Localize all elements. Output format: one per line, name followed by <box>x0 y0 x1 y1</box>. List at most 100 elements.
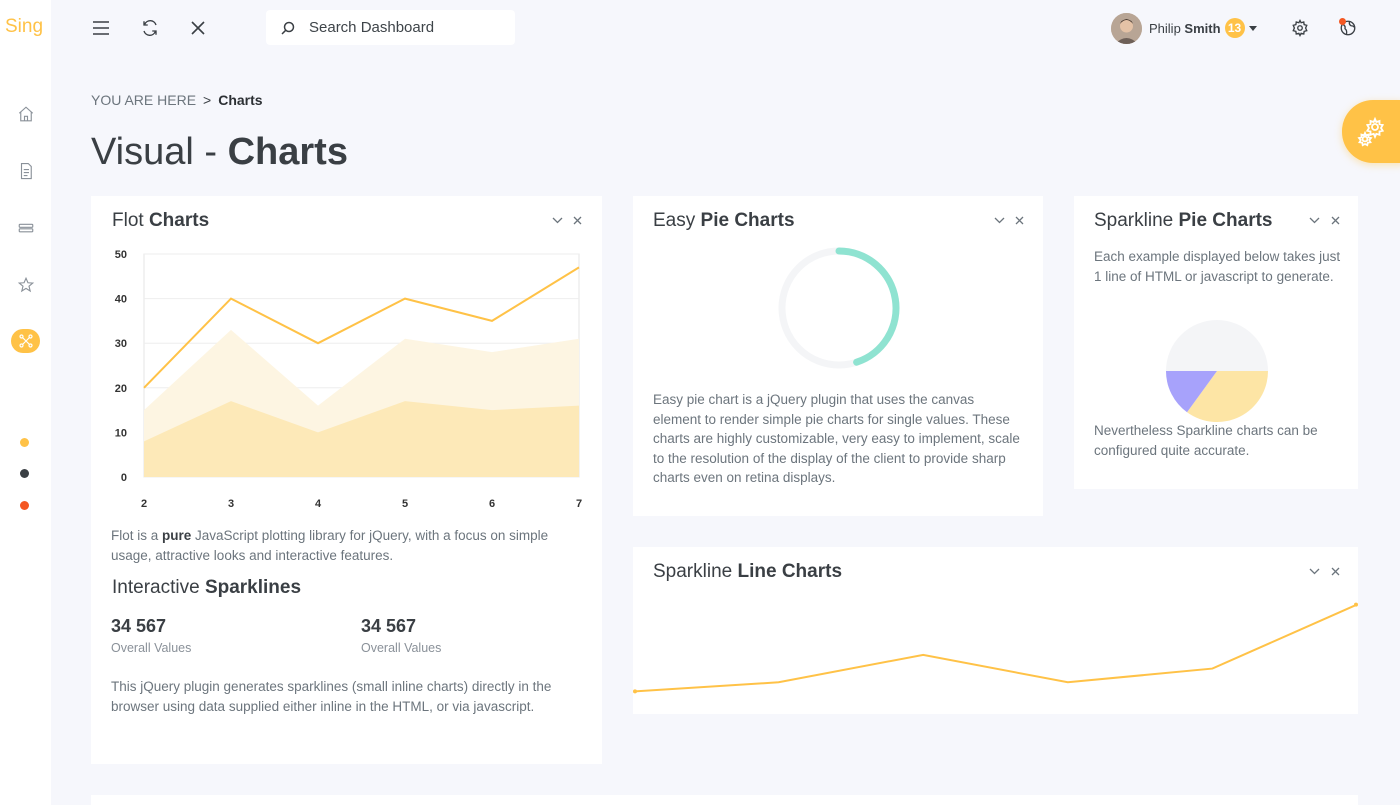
search-icon <box>281 21 295 35</box>
sparkline-pie-title-light: Sparkline <box>1094 210 1179 231</box>
sidebar-item-charts[interactable] <box>11 329 40 353</box>
status-dot-dark <box>20 469 29 478</box>
y-tick-label: 0 <box>121 472 127 484</box>
sparklines-title: Interactive Sparklines <box>112 577 301 599</box>
flot-desc-before: Flot is a <box>111 528 163 543</box>
sparkline-line-card: Sparkline Line Charts <box>633 547 1358 714</box>
pie-slice <box>1187 371 1268 422</box>
sparkline-pie-title: Sparkline Pie Charts <box>1094 210 1272 232</box>
avatar <box>1111 12 1142 44</box>
x-tick-label: 4 <box>315 498 322 510</box>
breadcrumb: YOU ARE HERE > Charts <box>91 92 263 108</box>
status-dot-yellow <box>20 438 29 447</box>
y-tick-label: 20 <box>115 383 127 395</box>
sparkline-pie-card: Sparkline Pie Charts Each example displa… <box>1074 196 1358 489</box>
close-icon <box>1015 216 1023 224</box>
collapse-button[interactable] <box>993 214 1005 226</box>
easy-pie-title-light: Easy <box>653 210 701 231</box>
refresh-icon <box>143 20 157 36</box>
x-tick-label: 3 <box>228 498 234 510</box>
x-tick-label: 7 <box>576 498 582 510</box>
y-tick-label: 10 <box>115 427 127 439</box>
sparklines-title-bold: Sparklines <box>204 577 302 598</box>
sparkline-line-title-bold: Line Charts <box>737 561 843 582</box>
x-tick-label: 5 <box>402 498 408 510</box>
close-card-button[interactable] <box>1329 565 1341 577</box>
menu-toggle-button[interactable] <box>90 17 112 39</box>
document-icon <box>20 162 32 180</box>
user-menu[interactable]: Philip Smith 13 <box>1111 12 1257 44</box>
x-tick-label: 6 <box>489 498 495 510</box>
user-last-name: Smith <box>1184 20 1221 36</box>
refresh-button[interactable] <box>139 17 161 39</box>
sidebar-item-documents[interactable] <box>15 160 37 182</box>
close-header-button[interactable] <box>187 17 209 39</box>
app-logo[interactable]: Sing <box>5 16 44 37</box>
theme-settings-button[interactable] <box>1342 100 1400 163</box>
chevron-down-icon <box>1309 217 1319 223</box>
stat-label: Overall Values <box>111 641 192 655</box>
caret-down-icon <box>1248 25 1257 31</box>
status-dot-red <box>20 501 29 510</box>
charts-icon <box>18 334 33 348</box>
flot-card-title: Flot Charts <box>112 210 209 232</box>
page-title-bold: Charts <box>227 131 348 173</box>
search-input[interactable] <box>309 19 509 36</box>
stat-value: 34 567 <box>361 616 417 636</box>
close-icon <box>1331 567 1339 575</box>
breadcrumb-current: Charts <box>218 92 263 108</box>
page-title-light: Visual - <box>91 131 228 173</box>
chevron-down-icon <box>1309 568 1319 574</box>
flot-desc-bold: pure <box>162 528 192 543</box>
spark-line-series <box>633 603 1358 693</box>
sidebar-item-home[interactable] <box>15 103 37 125</box>
y-tick-label: 30 <box>115 338 127 350</box>
sidebar-item-layers[interactable] <box>15 217 37 239</box>
easy-pie-card: Easy Pie Charts Easy pie chart is a jQue… <box>633 196 1043 516</box>
easy-pie-description: Easy pie chart is a jQuery plugin that u… <box>653 392 1020 485</box>
collapse-button[interactable] <box>551 214 563 226</box>
hamburger-icon <box>93 21 109 35</box>
pie-slice <box>1166 371 1217 413</box>
star-icon <box>17 276 35 293</box>
sidebar-item-favorites[interactable] <box>15 274 37 296</box>
close-card-button[interactable] <box>1013 214 1025 226</box>
sparklines-title-light: Interactive <box>112 577 205 598</box>
flot-description: Flot is a pure JavaScript plotting libra… <box>111 526 581 565</box>
page-title: Visual - Charts <box>91 131 348 174</box>
settings-button[interactable] <box>1289 17 1311 39</box>
sparkline-line-title: Sparkline Line Charts <box>653 561 842 583</box>
easy-pie-title-bold: Pie Charts <box>700 210 795 231</box>
stat-value: 34 567 <box>111 616 167 636</box>
collapse-button[interactable] <box>1308 565 1320 577</box>
y-tick-label: 40 <box>115 294 127 306</box>
easy-pie-chart <box>778 247 900 369</box>
notification-dot <box>1339 18 1346 25</box>
area-series <box>144 401 579 477</box>
sidebar: Sing <box>0 0 51 805</box>
close-card-button[interactable] <box>1329 214 1341 226</box>
flot-chart: 0 10 20 30 40 50 2 3 4 5 6 7 <box>115 249 582 510</box>
flot-title-bold: Charts <box>148 210 210 231</box>
flot-title-light: Flot <box>112 210 149 231</box>
sparkline-pie-description-bottom: Nevertheless Sparkline charts can be con… <box>1094 423 1318 458</box>
search-bar <box>266 10 515 45</box>
gears-icon <box>1357 116 1385 147</box>
pie-slice <box>1166 320 1268 371</box>
notification-badge: 13 <box>1224 18 1245 38</box>
home-icon <box>18 106 34 122</box>
globe-button[interactable] <box>1337 17 1359 39</box>
sparklines-description: This jQuery plugin generates sparklines … <box>111 679 552 714</box>
stat-label: Overall Values <box>361 641 442 655</box>
spark-end-point <box>1354 602 1358 607</box>
sparkline-pie-description-top: Each example displayed below takes just … <box>1094 249 1341 284</box>
chevron-down-icon <box>994 217 1004 223</box>
sparkline-line-title-light: Sparkline <box>653 561 738 582</box>
collapse-button[interactable] <box>1308 214 1320 226</box>
y-tick-label: 50 <box>115 249 127 261</box>
user-name: Philip Smith <box>1149 21 1221 36</box>
x-tick-label: 2 <box>141 498 147 510</box>
chevron-down-icon <box>552 217 562 223</box>
close-card-button[interactable] <box>571 214 583 226</box>
breadcrumb-prefix: YOU ARE HERE <box>91 92 197 108</box>
